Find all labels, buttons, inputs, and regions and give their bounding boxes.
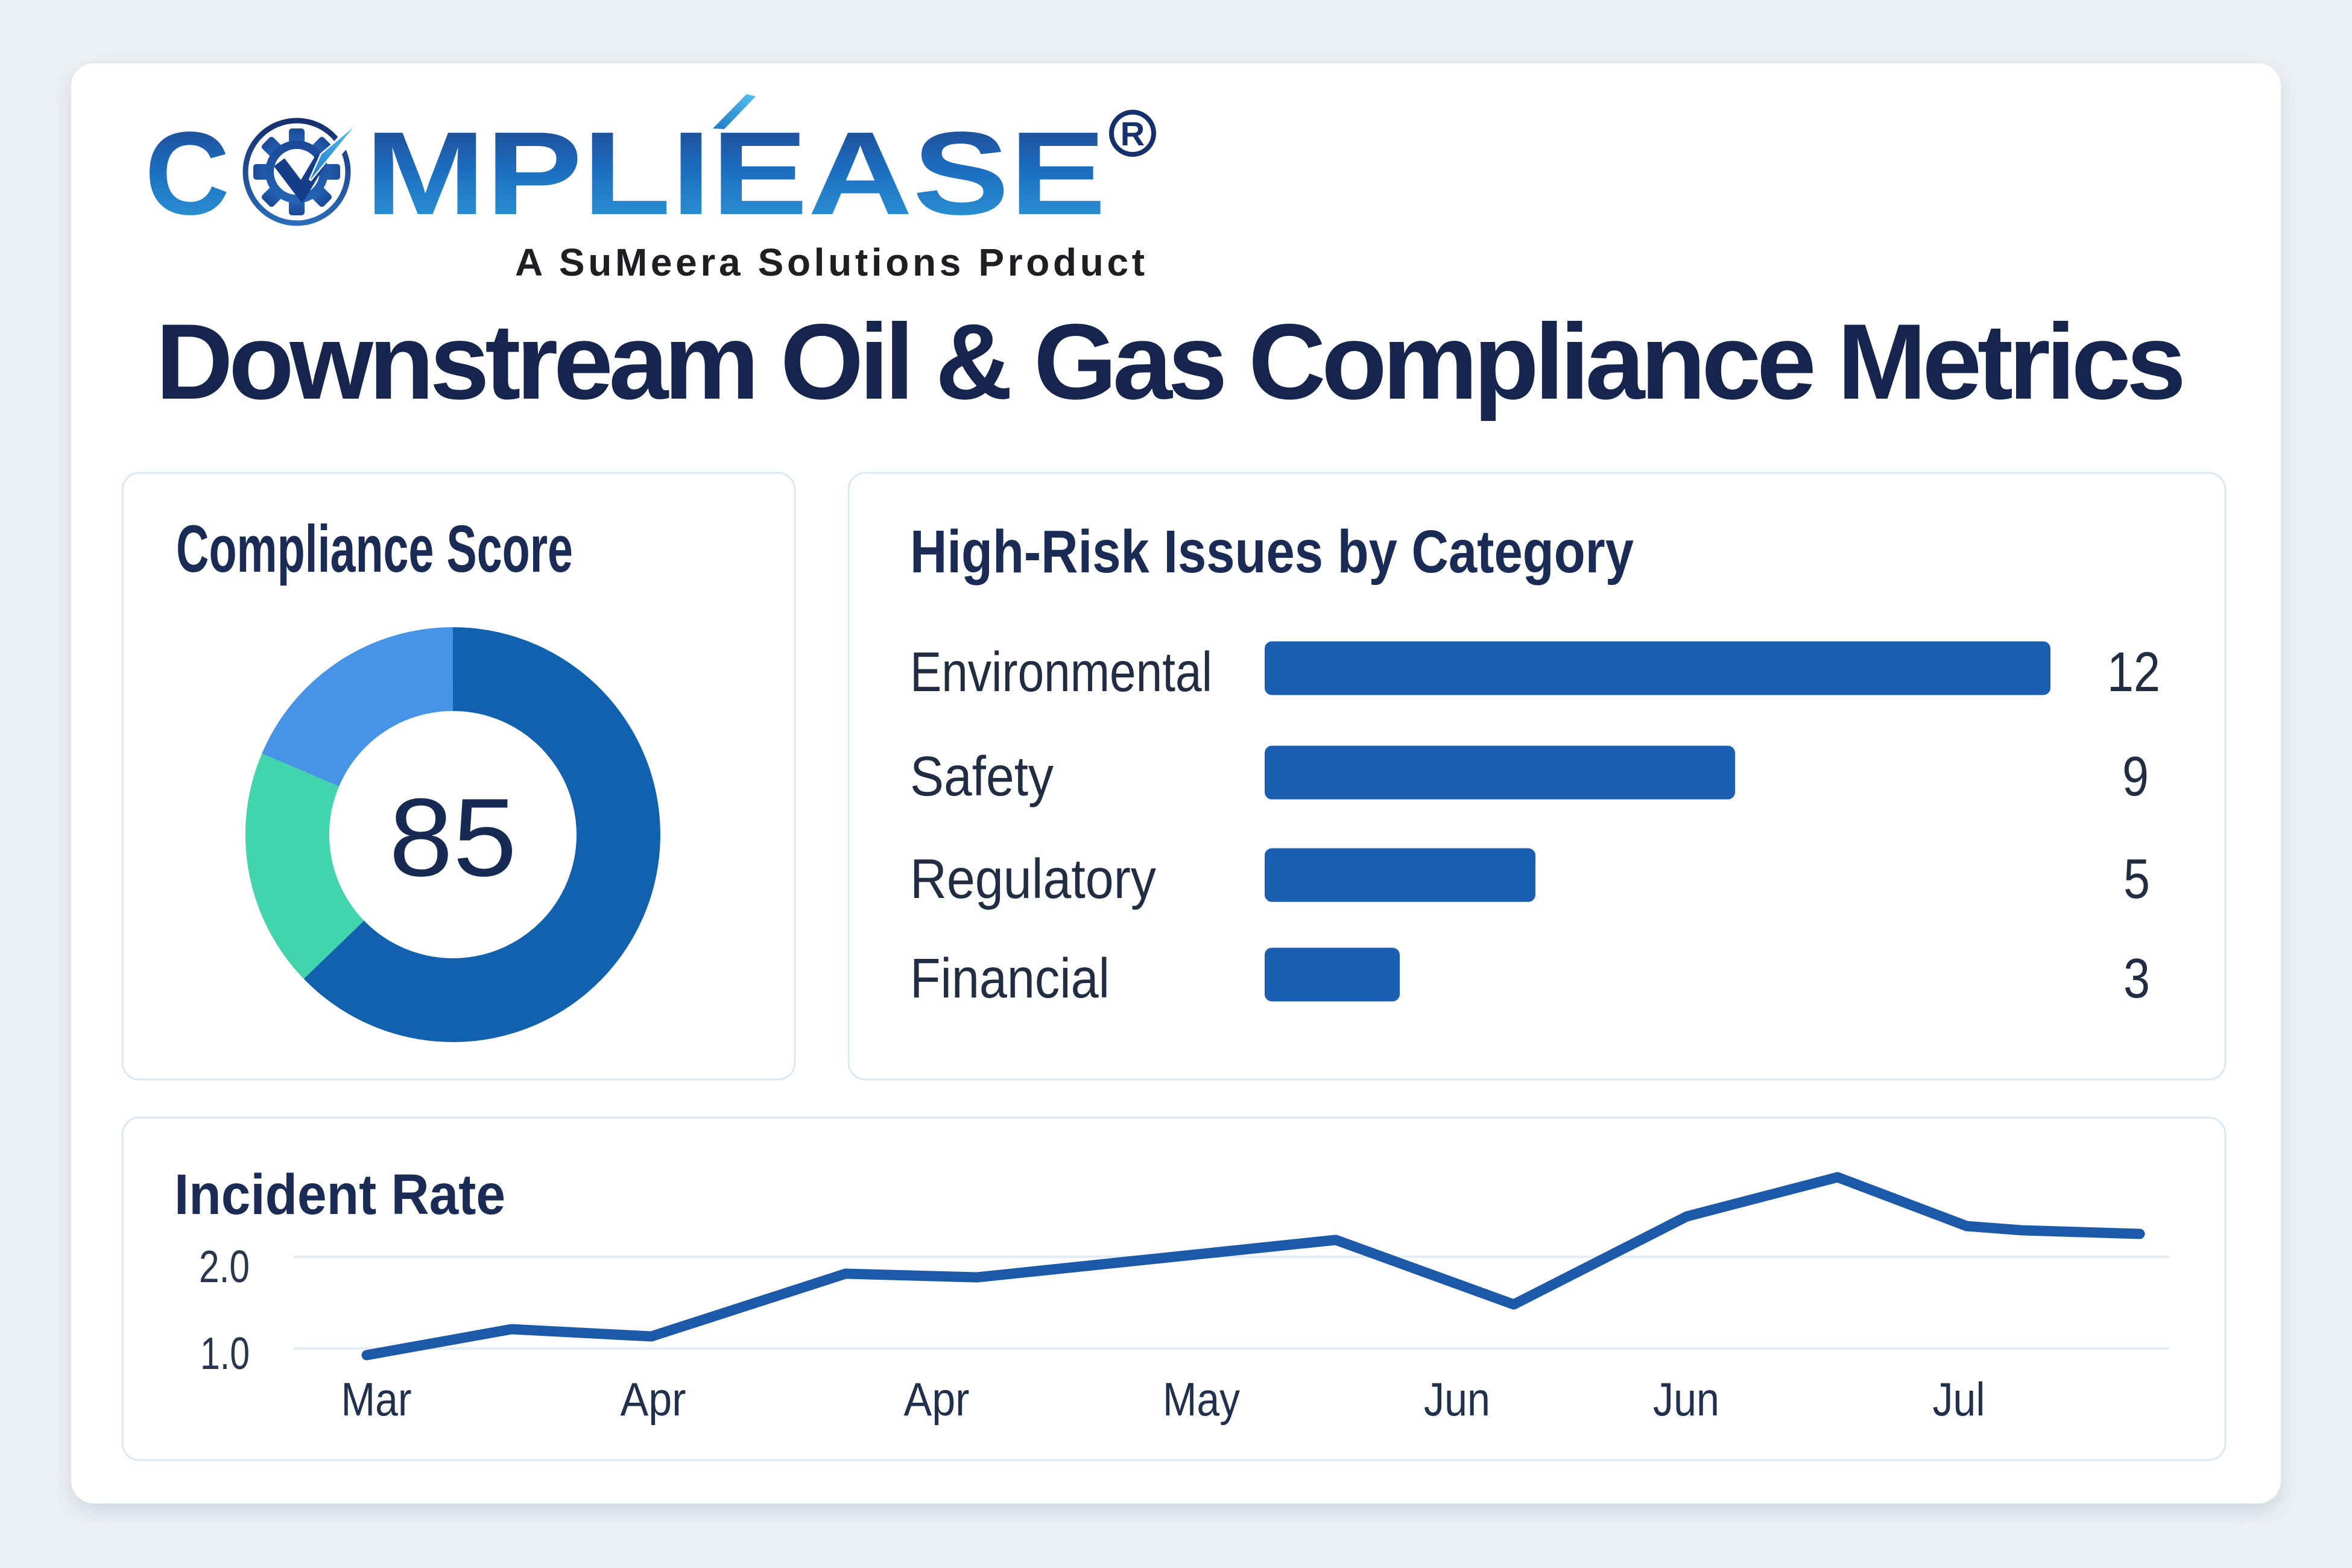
svg-text:Downstream Oil & Gas Complianc: Downstream Oil & Gas Compliance Metrics — [156, 302, 2186, 422]
svg-text:85: 85 — [389, 775, 517, 899]
svg-text:May: May — [1163, 1373, 1240, 1426]
svg-text:Apr: Apr — [904, 1373, 970, 1426]
svg-text:3: 3 — [2123, 947, 2150, 1010]
svg-text:Financial: Financial — [910, 947, 1110, 1010]
svg-text:Regulatory: Regulatory — [910, 847, 1156, 910]
svg-text:Compliance Score: Compliance Score — [176, 512, 573, 586]
svg-text:Apr: Apr — [621, 1373, 686, 1426]
svg-text:A SuMeera Solutions Product: A SuMeera Solutions Product — [515, 241, 1145, 284]
svg-text:Safety: Safety — [910, 745, 1054, 808]
svg-text:5: 5 — [2123, 847, 2150, 910]
svg-text:Jun: Jun — [1424, 1373, 1490, 1426]
svg-text:MPLIEASE: MPLIEASE — [365, 107, 1106, 239]
svg-text:12: 12 — [2107, 640, 2160, 703]
svg-text:C: C — [145, 107, 230, 239]
svg-text:1.0: 1.0 — [200, 1328, 250, 1379]
svg-text:Jun: Jun — [1653, 1373, 1719, 1426]
svg-text:Incident Rate: Incident Rate — [174, 1163, 505, 1227]
svg-text:Environmental: Environmental — [910, 640, 1212, 703]
svg-text:2.0: 2.0 — [199, 1241, 250, 1292]
svg-text:R: R — [1121, 115, 1145, 153]
svg-text:High-Risk Issues by Category: High-Risk Issues by Category — [910, 518, 1634, 586]
svg-text:9: 9 — [2122, 745, 2149, 808]
svg-text:Jul: Jul — [1933, 1373, 1985, 1426]
svg-text:Mar: Mar — [341, 1373, 412, 1426]
